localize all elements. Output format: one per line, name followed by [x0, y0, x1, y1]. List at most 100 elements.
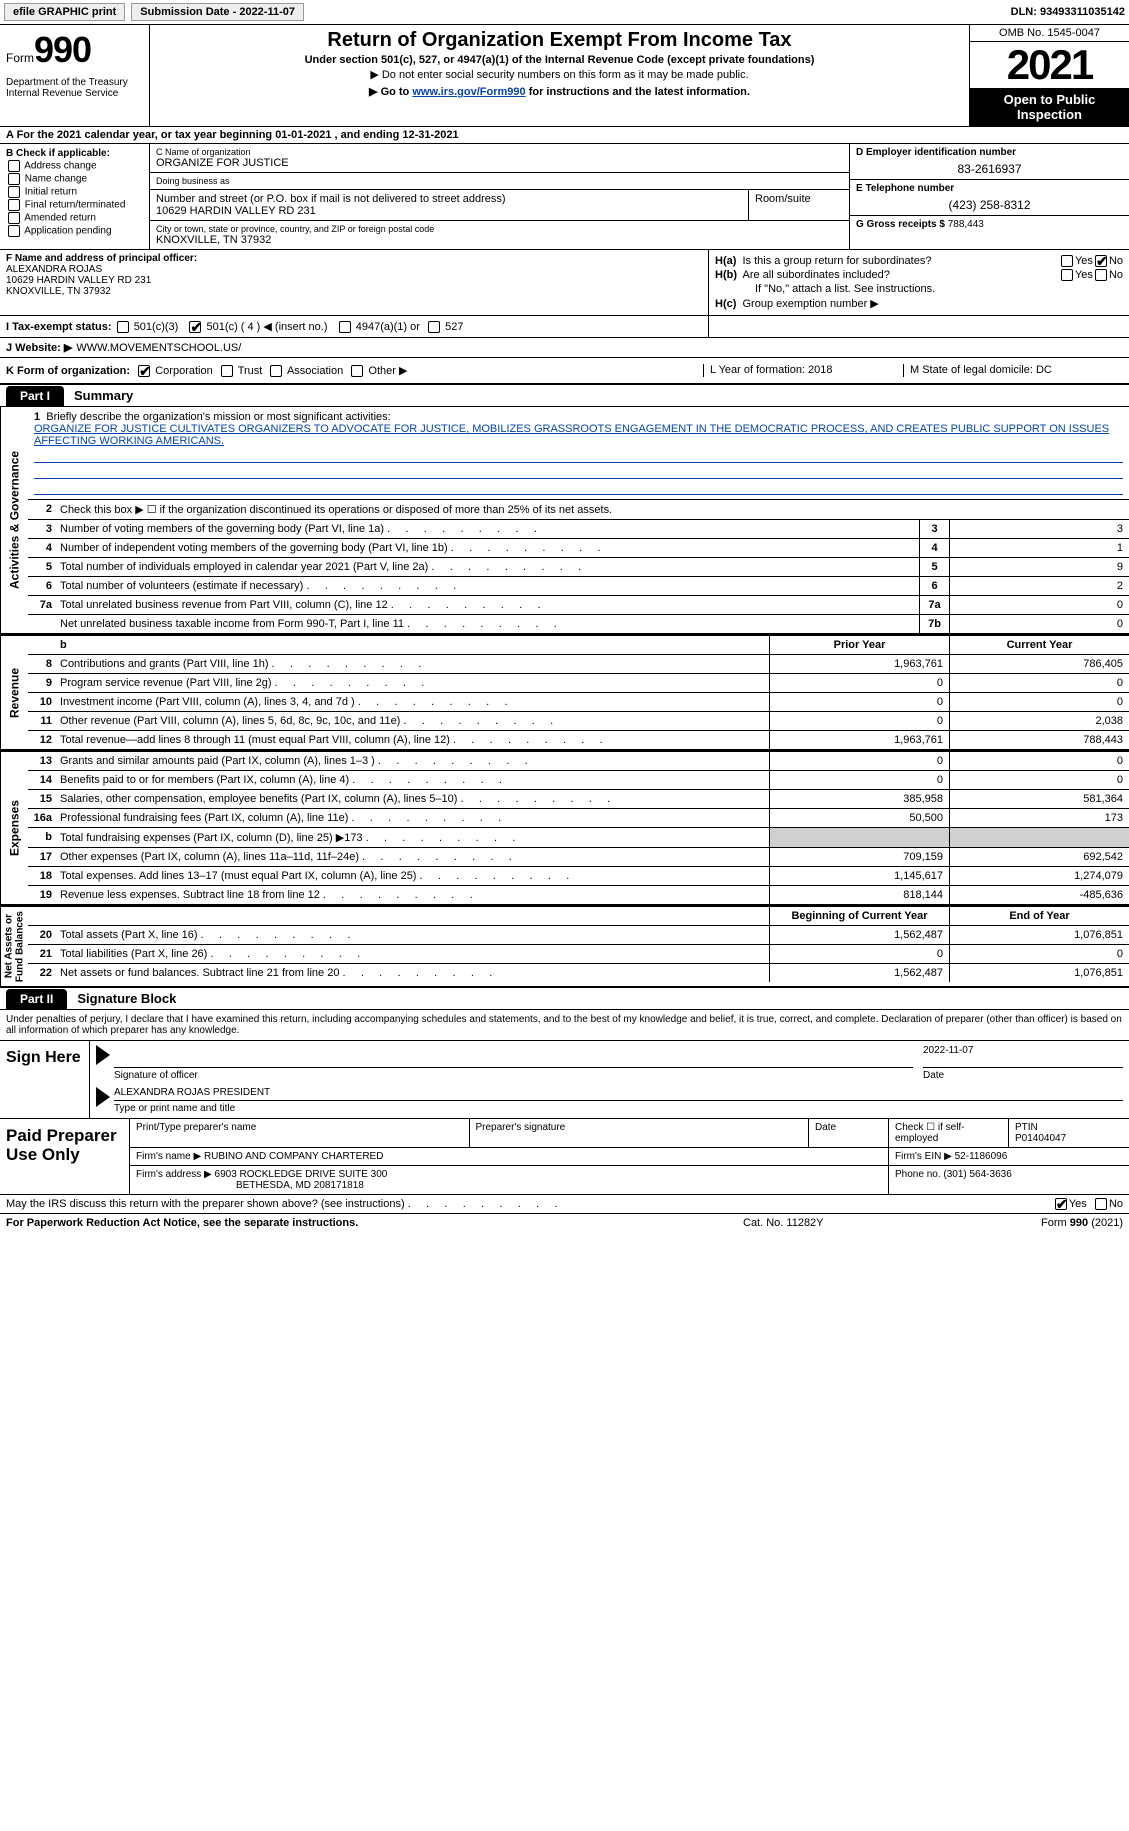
form-header: Form990 Department of the Treasury Inter…	[0, 25, 1129, 127]
street-row: Number and street (or P.O. box if mail i…	[150, 190, 849, 221]
summary-row: 9Program service revenue (Part VIII, lin…	[28, 674, 1129, 693]
discuss-row: May the IRS discuss this return with the…	[0, 1194, 1129, 1214]
chk-initial-return[interactable]: Initial return	[6, 186, 143, 198]
summary-row: 17Other expenses (Part IX, column (A), l…	[28, 848, 1129, 867]
ha-yes[interactable]	[1061, 255, 1073, 267]
part2-header: Part II Signature Block	[0, 988, 1129, 1009]
paid-preparer-row: Paid Preparer Use Only Print/Type prepar…	[0, 1118, 1129, 1194]
summary-row: 18Total expenses. Add lines 13–17 (must …	[28, 867, 1129, 886]
h-b-note: If "No," attach a list. See instructions…	[715, 283, 1123, 295]
summary-row: 14Benefits paid to or for members (Part …	[28, 771, 1129, 790]
form-note2: ▶ Go to www.irs.gov/Form990 for instruct…	[156, 85, 963, 98]
row-k: K Form of organization: Corporation Trus…	[0, 358, 1129, 385]
arrow-icon	[96, 1045, 110, 1065]
arrow-icon	[96, 1087, 110, 1107]
part1-header: Part I Summary	[0, 385, 1129, 406]
signature-section: Under penalties of perjury, I declare th…	[0, 1009, 1129, 1194]
rev-header: b Prior Year Current Year	[28, 636, 1129, 655]
sub-date-label: Submission Date -	[140, 6, 239, 18]
sign-here-row: Sign Here Signature of officer 2022-11-0…	[0, 1040, 1129, 1118]
col-c-org-info: C Name of organization ORGANIZE FOR JUST…	[150, 144, 849, 249]
summary-row: 10Investment income (Part VIII, column (…	[28, 693, 1129, 712]
city-cell: City or town, state or province, country…	[150, 221, 849, 249]
summary-exp: Expenses 13Grants and similar amounts pa…	[0, 751, 1129, 906]
hb-no[interactable]	[1095, 269, 1107, 281]
summary-row: 19Revenue less expenses. Subtract line 1…	[28, 886, 1129, 904]
chk-amended-return[interactable]: Amended return	[6, 212, 143, 224]
chk-final-return[interactable]: Final return/terminated	[6, 199, 143, 211]
summary-row: 4Number of independent voting members of…	[28, 539, 1129, 558]
ha-no[interactable]	[1095, 255, 1107, 267]
chk-association[interactable]	[270, 365, 282, 377]
website-row: J Website: ▶ WWW.MOVEMENTSCHOOL.US/	[0, 338, 1129, 358]
chk-name-change[interactable]: Name change	[6, 173, 143, 185]
principal-officer: F Name and address of principal officer:…	[0, 250, 709, 315]
h-c-row: H(c) Group exemption number ▶	[715, 297, 1123, 310]
h-b-row: H(b) Are all subordinates included? Yes …	[715, 269, 1123, 281]
summary-row: 21Total liabilities (Part X, line 26)00	[28, 945, 1129, 964]
header-mid: Return of Organization Exempt From Incom…	[150, 25, 969, 126]
footer: For Paperwork Reduction Act Notice, see …	[0, 1214, 1129, 1232]
na-header: Beginning of Current Year End of Year	[28, 907, 1129, 926]
summary-row: 22Net assets or fund balances. Subtract …	[28, 964, 1129, 982]
chk-501c[interactable]	[189, 321, 201, 333]
hb-yes[interactable]	[1061, 269, 1073, 281]
chk-527[interactable]	[428, 321, 440, 333]
form-note1: ▶ Do not enter social security numbers o…	[156, 68, 963, 81]
summary-na: Net Assets or Fund Balances Beginning of…	[0, 906, 1129, 988]
summary-ag: Activities & Governance 1 Briefly descri…	[0, 406, 1129, 635]
summary-row: 3Number of voting members of the governi…	[28, 520, 1129, 539]
chk-corporation[interactable]	[138, 365, 150, 377]
omb-number: OMB No. 1545-0047	[970, 25, 1129, 42]
summary-row: bTotal fundraising expenses (Part IX, co…	[28, 828, 1129, 848]
mission-text: ORGANIZE FOR JUSTICE CULTIVATES ORGANIZE…	[34, 423, 1109, 447]
department: Department of the Treasury Internal Reve…	[6, 77, 143, 99]
chk-4947[interactable]	[339, 321, 351, 333]
chk-501c3[interactable]	[117, 321, 129, 333]
discuss-yes[interactable]	[1055, 1198, 1067, 1210]
inspection-badge: Open to Public Inspection	[970, 88, 1129, 126]
state-of-domicile: M State of legal domicile: DC	[903, 364, 1123, 377]
discuss-no[interactable]	[1095, 1198, 1107, 1210]
year-of-formation: L Year of formation: 2018	[703, 364, 903, 377]
website-value: WWW.MOVEMENTSCHOOL.US/	[76, 342, 241, 354]
summary-row: 15Salaries, other compensation, employee…	[28, 790, 1129, 809]
group-return: H(a) Is this a group return for subordin…	[709, 250, 1129, 315]
chk-application-pending[interactable]: Application pending	[6, 225, 143, 237]
chk-address-change[interactable]: Address change	[6, 160, 143, 172]
summary-row: 11Other revenue (Part VIII, column (A), …	[28, 712, 1129, 731]
irs-link[interactable]: www.irs.gov/Form990	[412, 86, 525, 98]
col-b-checkboxes: B Check if applicable: Address change Na…	[0, 144, 150, 249]
summary-rev: Revenue b Prior Year Current Year 8Contr…	[0, 635, 1129, 751]
summary-row: 20Total assets (Part X, line 16)1,562,48…	[28, 926, 1129, 945]
h-a-row: H(a) Is this a group return for subordin…	[715, 255, 1123, 267]
summary-row: 5Total number of individuals employed in…	[28, 558, 1129, 577]
header-right: OMB No. 1545-0047 2021 Open to Public In…	[969, 25, 1129, 126]
side-ag: Activities & Governance	[0, 407, 28, 633]
form-title: Return of Organization Exempt From Incom…	[156, 29, 963, 52]
ein-cell: D Employer identification number 83-2616…	[850, 144, 1129, 180]
summary-row: 16aProfessional fundraising fees (Part I…	[28, 809, 1129, 828]
efile-print-button[interactable]: efile GRAPHIC print	[4, 3, 125, 21]
dln: DLN: 93493311035142	[1011, 6, 1125, 18]
summary-row: 12Total revenue—add lines 8 through 11 (…	[28, 731, 1129, 749]
summary-row: 8Contributions and grants (Part VIII, li…	[28, 655, 1129, 674]
chk-trust[interactable]	[221, 365, 233, 377]
form-subtitle: Under section 501(c), 527, or 4947(a)(1)…	[156, 54, 963, 66]
line2: 2 Check this box ▶ ☐ if the organization…	[28, 500, 1129, 520]
perjury-text: Under penalties of perjury, I declare th…	[0, 1010, 1129, 1040]
org-name-cell: C Name of organization ORGANIZE FOR JUST…	[150, 144, 849, 173]
section-fh: F Name and address of principal officer:…	[0, 250, 1129, 316]
sub-date-value: 2022-11-07	[239, 6, 295, 18]
form-number: Form990	[6, 29, 143, 71]
summary-row: 7aTotal unrelated business revenue from …	[28, 596, 1129, 615]
tax-year: 2021	[970, 42, 1129, 88]
mission-block: 1 Briefly describe the organization's mi…	[28, 407, 1129, 500]
chk-other[interactable]	[351, 365, 363, 377]
summary-row: 6Total number of volunteers (estimate if…	[28, 577, 1129, 596]
tax-exempt-status: I Tax-exempt status: 501(c)(3) 501(c) ( …	[0, 316, 709, 337]
submission-date-button[interactable]: Submission Date - 2022-11-07	[131, 3, 304, 21]
row-a-tax-year: A For the 2021 calendar year, or tax yea…	[0, 127, 1129, 144]
side-na: Net Assets or Fund Balances	[0, 907, 28, 986]
dba-cell: Doing business as	[150, 173, 849, 190]
